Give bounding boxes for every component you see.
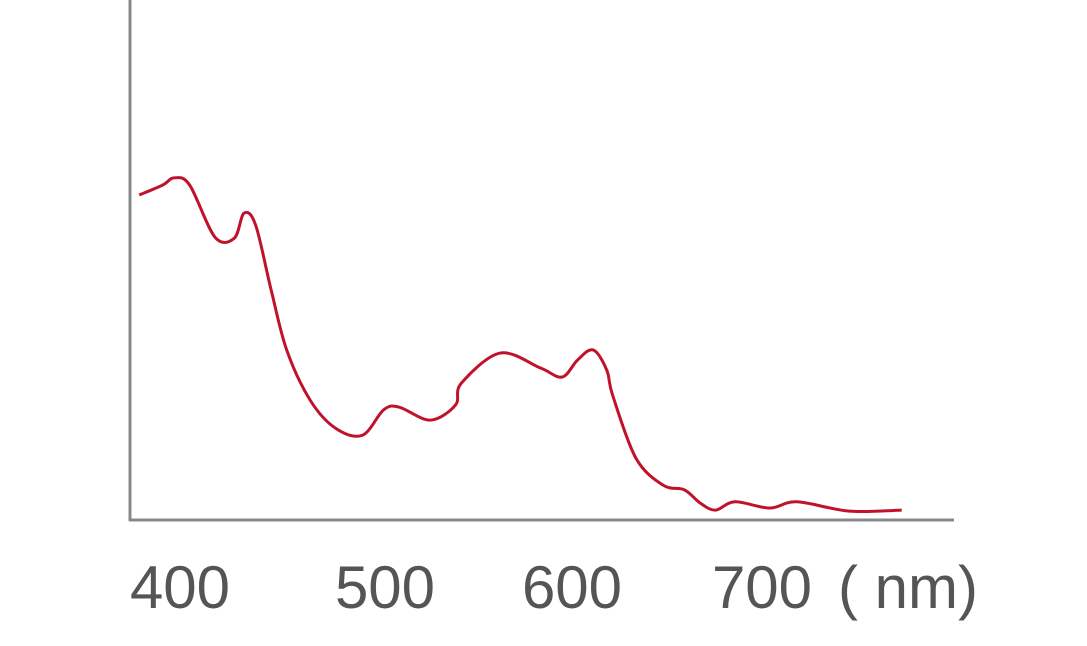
spectrum-line	[138, 176, 902, 514]
x-tick-label: 600	[522, 554, 622, 621]
x-tick-label: 400	[130, 554, 230, 621]
x-tick-label: 500	[335, 554, 435, 621]
x-tick-label: 700	[712, 554, 812, 621]
x-unit-label: ( nm)	[838, 554, 978, 621]
